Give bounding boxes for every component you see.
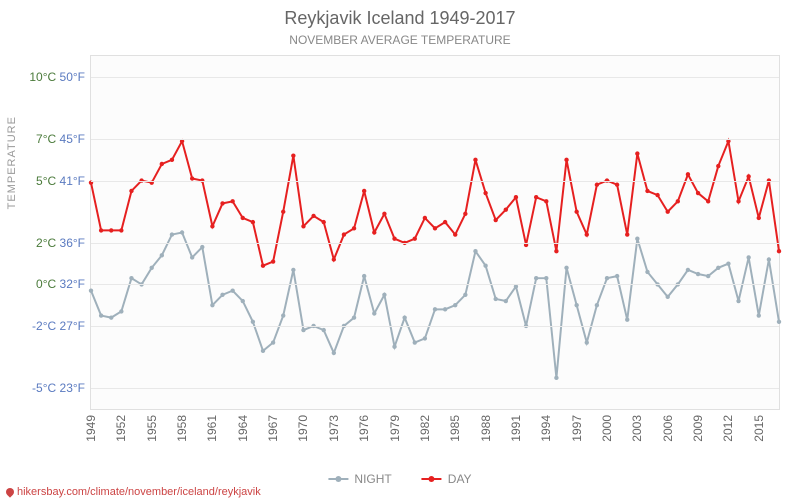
y-tick: 7°C 45°F [36, 132, 85, 146]
legend-label-night: NIGHT [354, 472, 391, 486]
x-tick: 1988 [479, 415, 493, 442]
x-tick: 2009 [691, 415, 705, 442]
x-tick: 1952 [114, 415, 128, 442]
x-tick: 2006 [661, 415, 675, 442]
footer: hikersbay.com/climate/november/iceland/r… [6, 486, 261, 498]
chart-title: Reykjavik Iceland 1949-2017 [0, 0, 800, 29]
x-tick: 1949 [84, 415, 98, 442]
x-tick: 1976 [357, 415, 371, 442]
legend: NIGHT DAY [328, 472, 471, 486]
x-tick: 1955 [145, 415, 159, 442]
footer-url: hikersbay.com/climate/november/iceland/r… [17, 486, 261, 498]
x-tick: 1982 [418, 415, 432, 442]
x-tick: 1973 [327, 415, 341, 442]
x-tick: 1967 [266, 415, 280, 442]
x-tick: 1979 [388, 415, 402, 442]
x-tick: 2015 [752, 415, 766, 442]
chart-container: Reykjavik Iceland 1949-2017 November ave… [0, 0, 800, 500]
plot-area: 10°C 50°F7°C 45°F5°C 41°F2°C 36°F0°C 32°… [90, 55, 780, 410]
y-tick: 10°C 50°F [29, 70, 85, 84]
y-tick: 5°C 41°F [36, 174, 85, 188]
x-tick: 2000 [600, 415, 614, 442]
legend-item-night: NIGHT [328, 472, 391, 486]
y-axis-label: TEMPERATURE [6, 116, 18, 209]
y-tick: 0°C 32°F [36, 277, 85, 291]
x-tick: 1970 [296, 415, 310, 442]
x-tick: 1964 [236, 415, 250, 442]
y-tick: 2°C 36°F [36, 236, 85, 250]
pin-icon [4, 486, 15, 497]
x-tick: 1994 [539, 415, 553, 442]
legend-marker-day [422, 478, 442, 480]
x-tick: 1958 [175, 415, 189, 442]
x-tick: 1961 [205, 415, 219, 442]
y-tick: -2°C 27°F [32, 319, 85, 333]
chart-svg [91, 56, 779, 409]
x-tick: 1985 [448, 415, 462, 442]
x-tick: 2003 [630, 415, 644, 442]
x-tick: 1991 [509, 415, 523, 442]
legend-marker-night [328, 478, 348, 480]
legend-label-day: DAY [448, 472, 472, 486]
y-tick: -5°C 23°F [32, 381, 85, 395]
chart-subtitle: November average temperature [0, 29, 800, 47]
x-tick: 1997 [570, 415, 584, 442]
legend-item-day: DAY [422, 472, 472, 486]
x-tick: 2012 [721, 415, 735, 442]
